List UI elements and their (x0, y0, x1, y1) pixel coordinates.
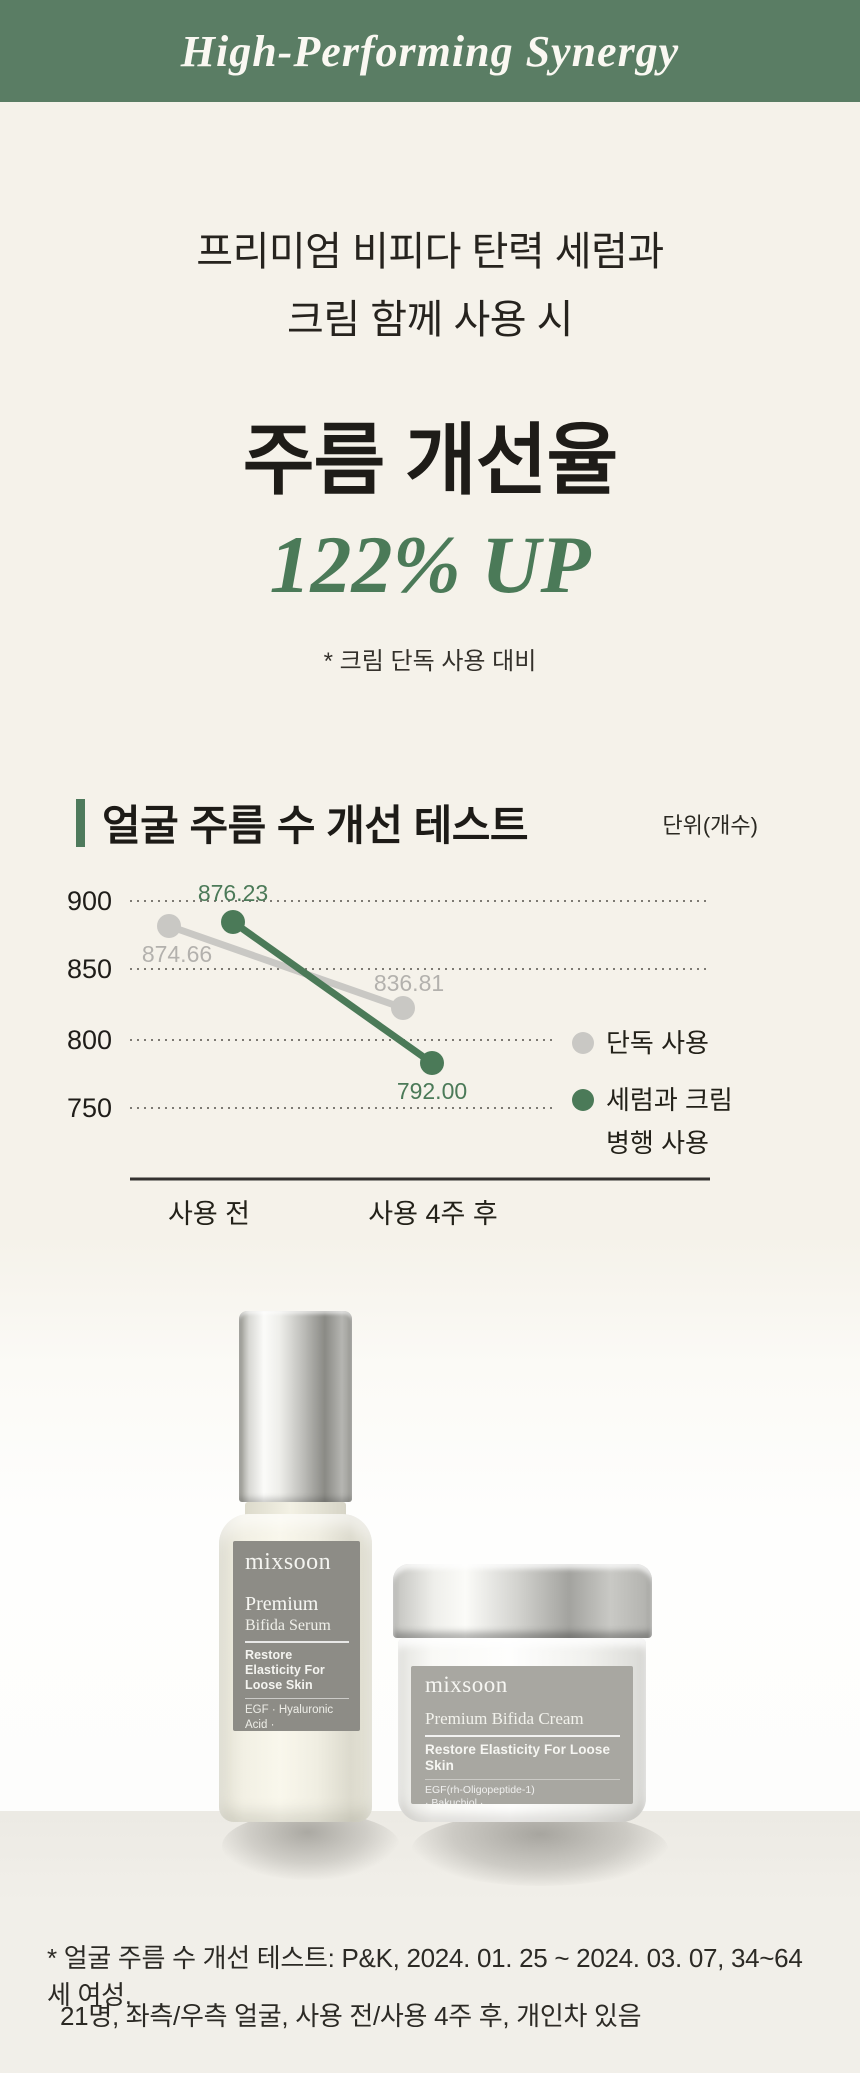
chart-section-header: 얼굴 주름 수 개선 테스트 (76, 792, 529, 853)
series-combo-line (229, 918, 436, 1067)
footnote-line2: 21명, 좌측/우측 얼굴, 사용 전/사용 4주 후, 개인차 있음 (60, 2001, 642, 2031)
cream-name: Premium Bifida Cream (425, 1709, 584, 1728)
value-label-solo-before: 874.66 (142, 941, 212, 967)
cream-jar-shadow (412, 1812, 668, 1886)
serum-label-divider (245, 1641, 349, 1643)
legend-label-solo: 단독 사용 (606, 1028, 709, 1058)
serum-bottle-cap (239, 1311, 352, 1502)
serum-name-line2: Bifida Serum (245, 1617, 331, 1634)
cream-label-bottom-row: EGF(rh-Oligopeptide-1) · Bakuchiol · Cer… (425, 1784, 620, 1805)
line-chart: 900 850 800 750 876.23 874.66 836.81 792… (67, 880, 733, 1229)
cream-jar-lid (393, 1564, 652, 1638)
header-band: High-Performing Synergy (0, 0, 860, 102)
serum-claim-line2: Loose Skin (245, 1678, 313, 1692)
serum-name-line1: Premium (245, 1593, 319, 1615)
value-label-combo-before: 876.23 (198, 880, 268, 906)
series-solo-point-before (157, 914, 181, 938)
series-combo-point-before (221, 910, 245, 934)
y-tick-850: 850 (67, 954, 112, 984)
serum-label: mixsoon Premium Bifida Serum Restore Ela… (233, 1541, 360, 1731)
legend-label-combo-line2: 병행 사용 (606, 1128, 709, 1158)
intro-line-2: 크림 함께 사용 시 (287, 298, 573, 342)
cream-label: mixsoon Premium Bifida Cream Restore Ela… (411, 1666, 633, 1804)
legend-label-combo-line1: 세럼과 크림 (606, 1085, 733, 1115)
floor-strip (0, 1811, 860, 1903)
series-combo-point-after (420, 1051, 444, 1075)
chart-unit-label: 단위(개수) (662, 813, 758, 838)
cream-ingredients-line1: EGF(rh-Oligopeptide-1) · Bakuchiol · (425, 1783, 535, 1805)
legend-dot-solo (572, 1032, 594, 1054)
value-label-combo-after: 792.00 (397, 1078, 467, 1104)
serum-shadow (222, 1812, 400, 1880)
cream-ingredients: EGF(rh-Oligopeptide-1) · Bakuchiol · Cer… (425, 1784, 536, 1805)
legend-dot-combo (572, 1089, 594, 1111)
cream-label-divider (425, 1735, 620, 1737)
stat-note: * 크림 단독 사용 대비 (323, 648, 537, 675)
y-tick-750: 750 (67, 1093, 112, 1123)
y-tick-900: 900 (67, 886, 112, 916)
series-solo-point-after (391, 996, 415, 1020)
bottom-background (0, 1903, 860, 2073)
serum-claim-line1: Restore Elasticity For (245, 1648, 325, 1677)
cream-label-divider-2 (425, 1778, 620, 1780)
headline: 주름 개선율 (242, 416, 618, 504)
section-accent-bar (76, 798, 85, 847)
x-label-before: 사용 전 (168, 1199, 250, 1229)
header-title: High-Performing Synergy (180, 26, 680, 76)
serum-ingredients-line1: EGF · Hyaluronic Acid · (245, 1704, 334, 1731)
intro-line-1: 프리미엄 비피다 탄력 세럼과 (196, 230, 664, 274)
cream-brand-logo: mixsoon (425, 1672, 508, 1697)
y-tick-800: 800 (67, 1025, 112, 1055)
value-label-solo-after: 836.81 (374, 970, 444, 996)
chart-section-title: 얼굴 주름 수 개선 테스트 (102, 802, 529, 849)
x-label-after: 사용 4주 후 (368, 1199, 497, 1229)
serum-brand-logo: mixsoon (245, 1549, 332, 1575)
serum-label-divider-2 (245, 1698, 349, 1699)
series-solo-line (165, 922, 407, 1012)
stat-value: 122% UP (269, 519, 591, 610)
footnote-line1: * 얼굴 주름 수 개선 테스트: P&K, 2024. 01. 25 ~ 20… (47, 1943, 803, 2010)
cream-claim: Restore Elasticity For Loose Skin (425, 1741, 611, 1773)
